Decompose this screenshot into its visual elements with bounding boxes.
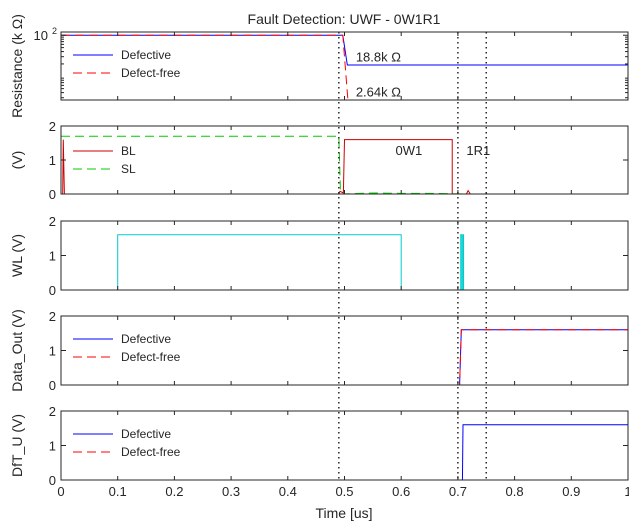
legend-entry: Defect-free — [121, 445, 181, 459]
y-tick-label: 2 — [49, 119, 56, 134]
y-tick-label: 0 — [49, 378, 56, 393]
y-axis-label: (V) — [9, 151, 25, 170]
series-line-defect-free — [61, 329, 628, 385]
legend-entry: Defect-free — [121, 66, 181, 80]
y-tick-label: 1 — [49, 153, 56, 168]
y-tick-label: 0 — [49, 187, 56, 202]
y-tick-label: 2 — [49, 214, 56, 229]
series-line-defective — [61, 424, 628, 480]
panel-bl_sl: 0 1 2 (V) BL SL 0W1 1R1 — [9, 119, 629, 202]
legend-entry: Defective — [121, 332, 171, 346]
y-tick-exponent: 2 — [52, 26, 57, 36]
y-tick-label: 0 — [49, 473, 56, 488]
y-tick-label: 1 — [49, 439, 56, 454]
series-line-wl — [61, 234, 628, 290]
x-axis: 0 0.1 0.2 0.3 0.4 0.5 0.6 0.7 0.8 0.9 1 — [57, 484, 629, 499]
panel-wl: 0 1 2 WL (V) — [9, 214, 629, 298]
series-line-bl — [61, 139, 628, 194]
x-tick-label: 0.2 — [165, 484, 183, 499]
y-tick-label: 10 — [34, 28, 48, 43]
legend-entry: Defective — [121, 427, 171, 441]
y-axis-label: Resistance (k Ω) — [9, 14, 25, 118]
axes-box — [60, 220, 629, 291]
panel-dft_u: 0 1 2 DfT_U (V) Defective Defect-free — [9, 404, 629, 488]
y-tick-label: 1 — [49, 249, 56, 264]
x-tick-label: 0.3 — [222, 484, 240, 499]
legend: BL SL — [73, 144, 136, 176]
x-axis-label: Time [us] — [315, 505, 372, 521]
y-axis-label: DfT_U (V) — [9, 414, 25, 477]
y-tick-label: 1 — [49, 344, 56, 359]
annotation: 18.8k Ω — [356, 50, 401, 65]
y-axis-label: Data_Out (V) — [9, 309, 25, 391]
legend: Defective Defect-free — [73, 332, 181, 364]
series-group — [61, 34, 628, 100]
y-axis-label: WL (V) — [9, 234, 25, 277]
y-tick-label: 2 — [49, 404, 56, 419]
x-tick-label: 0 — [57, 484, 64, 499]
x-tick-label: 1 — [624, 484, 629, 499]
legend-entry: Defect-free — [121, 350, 181, 364]
x-tick-label: 0.6 — [392, 484, 410, 499]
legend-entry: SL — [121, 162, 136, 176]
x-tick-label: 0.8 — [506, 484, 524, 499]
panel-data_out: 0 1 2 Data_Out (V) Defective Defect-free — [9, 309, 629, 393]
series-group — [61, 234, 628, 290]
legend: Defective Defect-free — [73, 427, 181, 459]
panel-resistance: 10 2 Resistance (k Ω) Defective Defect-free 1… — [9, 14, 629, 118]
series-group — [61, 329, 628, 385]
x-tick-label: 0.7 — [449, 484, 467, 499]
y-tick-label: 2 — [49, 309, 56, 324]
annotation: 1R1 — [466, 143, 490, 158]
y-tick-label: 0 — [49, 283, 56, 298]
x-tick-label: 0.1 — [109, 484, 127, 499]
x-tick-label: 0.9 — [562, 484, 580, 499]
annotation: 2.64k Ω — [356, 85, 401, 100]
x-tick-label: 0.4 — [279, 484, 297, 499]
x-tick-label: 0.5 — [335, 484, 353, 499]
series-group — [61, 135, 628, 194]
annotation: 0W1 — [396, 143, 423, 158]
series-group — [61, 424, 628, 480]
legend: Defective Defect-free — [73, 48, 181, 80]
legend-entry: BL — [121, 144, 136, 158]
chart-title: Fault Detection: UWF - 0W1R1 — [248, 11, 441, 27]
legend-entry: Defective — [121, 48, 171, 62]
series-line-defect-free — [61, 34, 628, 100]
